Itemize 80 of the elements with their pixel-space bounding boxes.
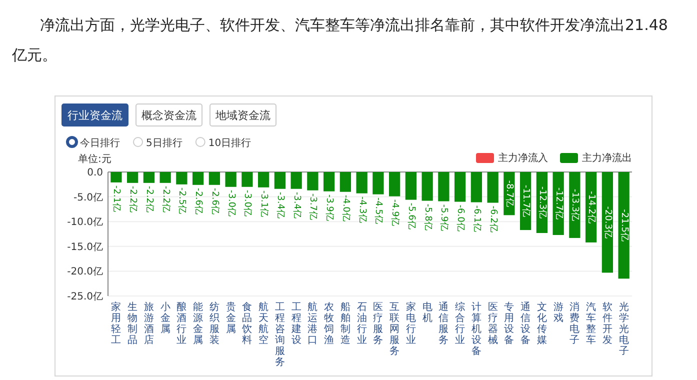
data-label: -6.2亿: [488, 206, 499, 232]
y-tick-label: 0.0: [87, 168, 103, 178]
x-tick-label: 工程咨询服务: [274, 302, 285, 368]
data-label: -3.9亿: [324, 194, 336, 221]
data-label: -2.6亿: [209, 188, 220, 214]
text: 5日排行: [146, 137, 182, 149]
x-tick-label: 农牧饲渔: [323, 302, 334, 346]
data-label: -12.3亿: [536, 186, 548, 219]
data-label: -2.2亿: [128, 186, 139, 212]
x-tick-label: 通信服务: [438, 301, 449, 346]
x-tick-label: 食品饮料: [241, 301, 252, 346]
data-label: -11.7亿: [520, 184, 532, 218]
data-label: -3.4亿: [274, 192, 286, 218]
x-tick-label: 汽车整车: [586, 301, 596, 346]
x-tick-label: 软件开发: [602, 301, 612, 346]
data-label: -8.7亿: [504, 180, 516, 207]
x-tick-label: 航运港口: [308, 301, 318, 346]
text: 今日排行: [80, 137, 120, 149]
data-label: -2.5亿: [176, 187, 188, 214]
x-tick-label: 游戏: [553, 301, 564, 324]
text: 净流出方面，光学光电子、软件开发、汽车整车等净流出排名靠前，其中软件开发净流出21.48亿元。: [11, 16, 668, 64]
data-label: -14.2亿: [586, 191, 598, 224]
x-tick-label: 家用轻工: [111, 301, 122, 346]
x-tick-label: 能源金属: [193, 301, 204, 346]
data-label: -3.1亿: [258, 190, 270, 217]
data-label: -12.7亿: [553, 187, 564, 220]
data-label: -5.6亿: [406, 202, 417, 230]
y-tick-label: -15.0亿: [67, 242, 103, 253]
data-label: -3.0亿: [242, 190, 254, 216]
y-tick-label: -10.0亿: [67, 217, 103, 228]
data-label: -5.8亿: [422, 204, 434, 230]
x-tick-label: 石油行业: [356, 302, 367, 346]
text: 10日排行: [208, 137, 252, 149]
x-tick-label: 航天航空: [258, 301, 269, 346]
data-label: -4.3亿: [356, 196, 368, 223]
x-tick-label: 互联网服务: [390, 302, 400, 357]
x-tick-label: 旅游酒店: [144, 301, 154, 346]
data-label: -2.1亿: [111, 185, 122, 212]
data-label: -21.5亿: [618, 209, 630, 242]
data-label: -6.0亿: [455, 204, 466, 232]
x-tick-label: 纺织服装: [209, 301, 220, 346]
x-tick-label: 生物制品: [128, 301, 138, 346]
x-tick-label: 小金属: [160, 301, 170, 335]
x-tick-label: 专用设备: [504, 301, 514, 346]
y-axis-title: 单位:元: [78, 153, 112, 165]
x-tick-label: 贵金属: [226, 301, 236, 335]
x-tick-label: 光学光电子: [618, 301, 629, 357]
data-label: -2.6亿: [193, 188, 204, 214]
x-tick-label: 综合行业: [455, 301, 466, 346]
data-label: -5.9亿: [438, 204, 450, 231]
data-label: -3.4亿: [291, 192, 302, 218]
x-tick-label: 船舶制造: [340, 302, 350, 346]
x-tick-label: 医疗器械: [488, 302, 498, 346]
data-label: -4.0亿: [340, 194, 352, 222]
text: 概念资金流: [142, 109, 196, 122]
x-tick-label: 文化传媒: [536, 301, 547, 346]
legend-label: 主力净流入: [498, 152, 548, 164]
x-tick-label: 工程建设: [290, 302, 302, 346]
data-label: -20.3亿: [602, 206, 614, 238]
x-tick-label: 电机: [422, 301, 432, 324]
legend-label: 主力净流出: [582, 152, 632, 164]
data-label: -13.3亿: [570, 188, 581, 222]
text: 行业资金流: [68, 109, 122, 122]
data-label: -4.5亿: [373, 197, 384, 224]
y-tick-label: -20.0亿: [67, 266, 103, 278]
y-tick-label: -25.0亿: [67, 292, 103, 302]
data-label: -3.7亿: [308, 193, 319, 220]
x-tick-label: 酿酒行业: [176, 301, 187, 346]
x-tick-label: 消费电子: [570, 301, 580, 346]
x-tick-label: 通信设备: [520, 301, 531, 346]
text: 地域资金流: [214, 109, 270, 122]
data-label: -3.0亿: [226, 190, 237, 216]
x-tick-label: 医疗服务: [373, 302, 384, 346]
x-tick-label: 计算机设备: [471, 301, 482, 357]
data-label: -2.2亿: [160, 186, 172, 212]
x-tick-label: 家电行业: [406, 301, 416, 346]
data-label: -6.1亿: [471, 205, 482, 232]
data-label: -4.9亿: [390, 199, 401, 226]
y-tick-label: -5.0亿: [73, 192, 103, 204]
data-label: -2.2亿: [144, 186, 155, 212]
